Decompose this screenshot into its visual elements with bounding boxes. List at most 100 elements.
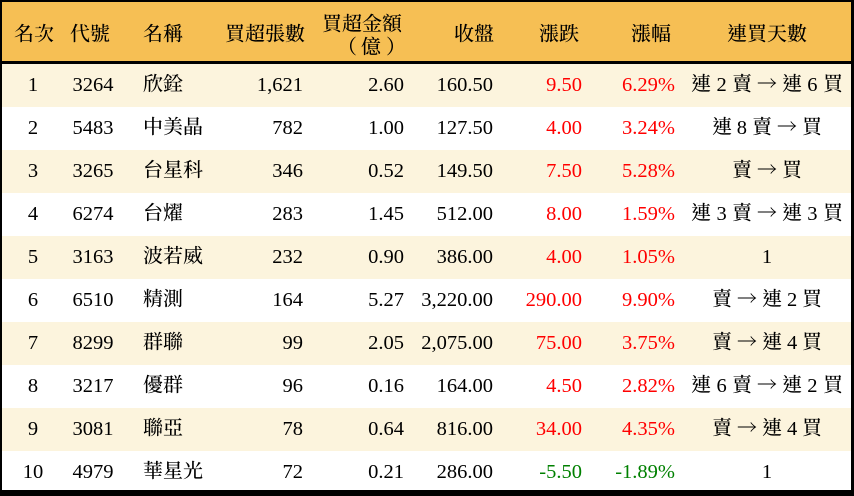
cell-amount: 1.00 <box>368 117 404 139</box>
column-header-amount-line2 <box>306 36 437 59</box>
cell-code: 3163 <box>72 246 114 268</box>
cjk-glyph-） <box>386 37 393 56</box>
cjk-glyph-賣 <box>753 117 771 136</box>
cjk-glyph-星 <box>163 461 183 480</box>
cell-pct: 3.24% <box>622 117 675 139</box>
cjk-glyph-科 <box>183 160 203 179</box>
cjk-glyph-賣 <box>732 203 751 222</box>
cell-streak: 1 <box>761 246 773 268</box>
cell-rank: 4 <box>27 203 39 225</box>
cjk-glyph-連 <box>692 203 711 222</box>
cjk-glyph-聯 <box>143 417 163 437</box>
table-row-8: 8 3217 96 0.16 164.00 4.50 2.82% 6 2 <box>2 365 851 408</box>
cjk-glyph-買 <box>783 160 801 179</box>
cell-streak: 2 6 <box>687 64 847 107</box>
cell-code: 5483 <box>72 117 114 139</box>
cjk-glyph-號 <box>90 24 110 43</box>
cjk-glyph-→ <box>757 78 777 89</box>
cell-shares: 164 <box>272 289 303 311</box>
cell-name <box>143 64 303 107</box>
cjk-glyph-中 <box>145 117 162 136</box>
cell-code: 4979 <box>72 461 114 483</box>
cjk-glyph-買 <box>803 418 821 437</box>
cjk-glyph-盤 <box>474 24 494 42</box>
cell-change: 4.00 <box>546 117 582 139</box>
cell-amount: 2.60 <box>368 74 404 96</box>
cjk-glyph-連 <box>782 74 802 93</box>
cell-shares: 232 <box>272 246 303 268</box>
cell-close: 3,220.00 <box>421 289 493 311</box>
cjk-glyph-賣 <box>732 375 751 394</box>
cjk-glyph-稱 <box>163 24 183 43</box>
cell-code: 6510 <box>72 289 114 311</box>
table-row-9: 9 3081 78 0.64 816.00 34.00 4.35% 4 <box>2 408 851 451</box>
table-row-1: 1 3264 1,621 2.60 160.50 9.50 6.29% 2 6 <box>2 64 851 107</box>
cjk-glyph-連 <box>762 418 782 437</box>
cjk-glyph-買 <box>803 332 821 351</box>
cell-shares: 346 <box>272 160 303 182</box>
cell-code: 6274 <box>72 203 114 225</box>
cell-pct: 1.05% <box>622 246 675 268</box>
cell-close: 127.50 <box>436 117 493 139</box>
cjk-glyph-買 <box>748 24 766 43</box>
cell-amount: 0.16 <box>368 375 404 397</box>
cjk-glyph-超 <box>245 24 265 43</box>
cjk-glyph-賣 <box>712 418 731 437</box>
cjk-glyph-測 <box>163 289 183 308</box>
cell-rank: 6 <box>27 289 39 311</box>
cjk-glyph-群 <box>163 375 183 394</box>
cell-rank: 1 <box>27 74 39 96</box>
cjk-glyph-億 <box>361 36 381 56</box>
cjk-glyph-星 <box>163 160 183 179</box>
cell-rank: 2 <box>27 117 39 139</box>
cell-shares: 72 <box>282 461 304 483</box>
cell-change: -5.50 <box>539 461 582 483</box>
cjk-glyph-買 <box>823 203 841 222</box>
cjk-glyph-波 <box>143 246 163 265</box>
cjk-glyph-聯 <box>163 331 183 351</box>
cjk-glyph-買 <box>226 24 244 43</box>
cjk-glyph-數 <box>285 24 305 43</box>
cell-change: 34.00 <box>535 418 582 440</box>
cell-amount: 0.64 <box>368 418 404 440</box>
cjk-glyph-（ <box>349 37 356 56</box>
column-header-shares <box>190 5 340 64</box>
table-header-row <box>2 2 851 64</box>
cjk-glyph-銓 <box>163 74 183 93</box>
cjk-glyph-華 <box>143 461 163 480</box>
cjk-glyph-漲 <box>539 24 559 43</box>
cjk-glyph-超 <box>342 14 362 33</box>
cell-streak: 4 <box>687 322 847 365</box>
column-header-code <box>15 5 165 64</box>
cell-pct: 2.82% <box>622 375 675 397</box>
cell-close: 2,075.00 <box>421 332 493 354</box>
column-header-close <box>399 5 549 64</box>
table-row-6: 6 6510 164 5.27 3,220.00 290.00 9.90% 2 <box>2 279 851 322</box>
cjk-glyph-次 <box>34 24 54 43</box>
cjk-glyph-額 <box>382 14 402 33</box>
cjk-glyph-數 <box>787 24 807 43</box>
cjk-glyph-金 <box>362 14 382 32</box>
cjk-glyph-賣 <box>712 332 731 351</box>
cjk-glyph-→ <box>737 422 757 433</box>
cell-close: 149.50 <box>436 160 493 182</box>
cell-streak: 6 2 <box>687 365 847 408</box>
cell-change: 75.00 <box>535 332 582 354</box>
cell-name <box>143 236 303 279</box>
table-row-5: 5 3163 232 0.90 386.00 4.00 1.05% 1 <box>2 236 851 279</box>
cjk-glyph-光 <box>183 461 203 480</box>
cjk-glyph-美 <box>164 117 183 136</box>
cell-code: 3217 <box>72 375 114 397</box>
cjk-glyph-跌 <box>559 24 579 43</box>
cjk-glyph-買 <box>803 289 821 308</box>
cell-shares: 96 <box>282 375 304 397</box>
cell-code: 3081 <box>72 418 114 440</box>
cjk-glyph-賣 <box>712 289 731 308</box>
cell-shares: 99 <box>282 332 304 354</box>
cjk-glyph-台 <box>144 203 162 222</box>
cell-name <box>143 408 303 451</box>
table-row-3: 3 3265 346 0.52 149.50 7.50 5.28% <box>2 150 851 193</box>
cjk-glyph-亞 <box>163 418 183 436</box>
cell-amount: 0.52 <box>368 160 404 182</box>
cjk-glyph-→ <box>757 164 777 175</box>
